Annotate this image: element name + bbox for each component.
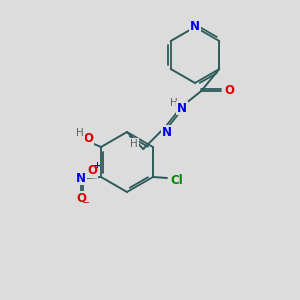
Text: +: +: [94, 161, 100, 170]
Text: N: N: [177, 101, 187, 115]
Text: N: N: [190, 20, 200, 34]
Text: H: H: [130, 139, 138, 149]
Text: O: O: [76, 191, 86, 205]
Text: O: O: [224, 85, 234, 98]
Text: O: O: [83, 131, 93, 145]
Text: Cl: Cl: [171, 173, 183, 187]
Text: H: H: [170, 98, 178, 108]
Text: O: O: [87, 164, 97, 178]
Text: H: H: [76, 128, 84, 138]
Text: −: −: [82, 198, 90, 208]
Text: N: N: [76, 172, 86, 184]
Text: N: N: [162, 125, 172, 139]
